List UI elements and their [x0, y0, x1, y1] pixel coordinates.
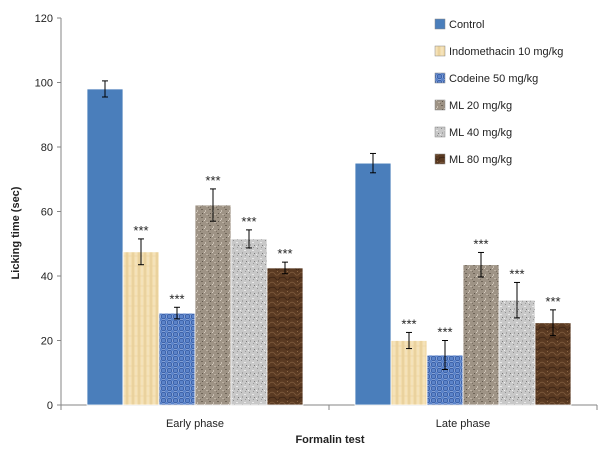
- significance-label: ***: [545, 294, 560, 309]
- bar-2-0: [158, 312, 196, 406]
- y-tick-label: 80: [41, 142, 53, 154]
- legend-label-2: Codeine 50 mg/kg: [449, 73, 538, 85]
- x-tick-label: Late phase: [436, 418, 490, 430]
- bar-5-0: [266, 267, 304, 406]
- significance-label: ***: [205, 173, 220, 188]
- legend-label-5: ML 80 mg/kg: [449, 154, 512, 166]
- bar-0-0: [86, 88, 124, 406]
- bar-4-0: [230, 238, 268, 406]
- legend-label-1: Indomethacin 10 mg/kg: [449, 46, 563, 58]
- legend-swatch-5: [434, 153, 446, 165]
- y-tick-label: 100: [35, 78, 53, 90]
- significance-label: ***: [401, 316, 416, 331]
- legend-swatch-0: [434, 18, 446, 30]
- y-tick-label: 120: [35, 13, 53, 25]
- significance-label: ***: [277, 246, 292, 261]
- bar-5-1: [534, 322, 572, 406]
- significance-label: ***: [133, 223, 148, 238]
- bar-1-1: [390, 340, 428, 406]
- bar-3-0: [194, 204, 232, 406]
- y-axis-title: Licking time (sec): [10, 186, 22, 279]
- bar-0-1: [354, 162, 392, 406]
- legend-swatch-2: [434, 72, 446, 84]
- legend-label-3: ML 20 mg/kg: [449, 100, 512, 112]
- legend-swatch-1: [434, 45, 446, 57]
- significance-label: ***: [169, 291, 184, 306]
- bar-3-1: [462, 264, 500, 406]
- y-tick-label: 40: [41, 271, 53, 283]
- significance-label: ***: [241, 214, 256, 229]
- x-tick-label: Early phase: [166, 418, 224, 430]
- legend-label-4: ML 40 mg/kg: [449, 127, 512, 139]
- significance-label: ***: [437, 325, 452, 340]
- significance-label: ***: [509, 266, 524, 281]
- x-axis-title: Formalin test: [295, 434, 364, 446]
- legend: Control Indomethacin 10 mg/kg Codeine 50 m…: [434, 18, 563, 166]
- legend-label-0: Control: [449, 19, 484, 31]
- y-tick-label: 20: [41, 336, 53, 348]
- y-tick-label: 0: [47, 400, 53, 412]
- bar-1-0: [122, 251, 160, 406]
- significance-label: ***: [473, 236, 488, 251]
- y-tick-label: 60: [41, 207, 53, 219]
- plot-area: 0 20 40 60 80 100 120 Early phase Late phase *** *…: [35, 13, 598, 430]
- legend-swatch-3: [434, 99, 446, 111]
- legend-swatch-4: [434, 126, 446, 138]
